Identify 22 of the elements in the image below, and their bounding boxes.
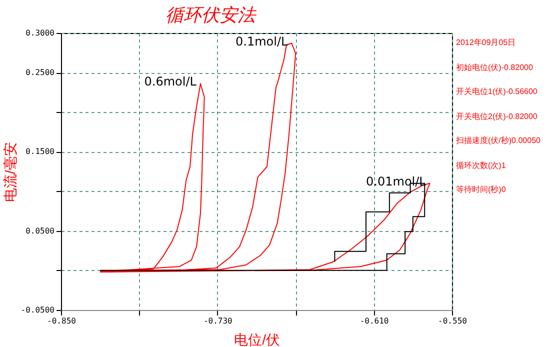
text: 开关电位2(伏)-0.82000 (456, 110, 538, 123)
x-axis-title: 电位/伏 (234, 332, 280, 347)
text: 初始电位(伏)-0.82000 (456, 62, 534, 74)
text: 开关电位1(伏)-0.56600 (456, 86, 538, 98)
y-tick-label: 0.0500 (26, 226, 55, 236)
chart-title: 循环伏安法 (166, 5, 256, 26)
series-label: 0.1mol/L (236, 34, 288, 48)
y-axis-title: 电流/毫安 (2, 142, 18, 202)
y-tick-label: -0.0500 (20, 306, 55, 314)
x-tick-label: -0.610 (360, 316, 389, 326)
x-tick-label: -0.730 (203, 316, 233, 326)
x-tick-label: -0.550 (438, 316, 468, 326)
text: 等待时间(秒)0 (456, 184, 507, 196)
y-tick-label: 0.2500 (26, 68, 55, 78)
text: 扫描速度(伏/秒)0.00050 (456, 135, 540, 147)
text: 2012年09月05日 (456, 37, 517, 49)
x-tick-label: -0.850 (47, 316, 76, 326)
y-tick-label: 0.1500 (26, 147, 55, 156)
series-label: 0.6mol/L (144, 74, 197, 89)
y-tick-label: 0.3000 (26, 28, 55, 38)
series-label: 0.01mol/L (366, 174, 426, 188)
text: 循环次数(次)1 (456, 160, 507, 172)
